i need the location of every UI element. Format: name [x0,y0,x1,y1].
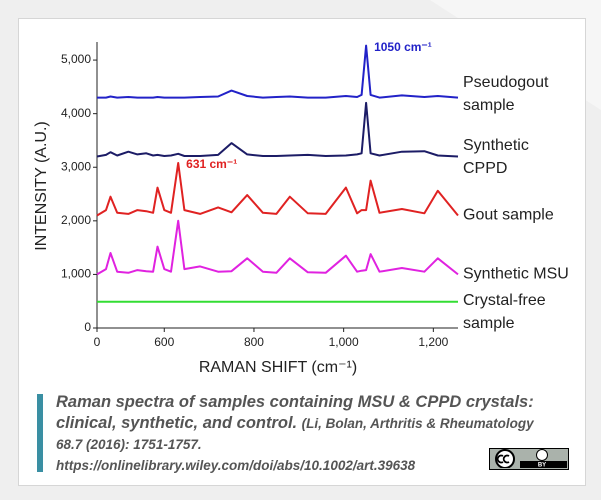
cc-circle [495,449,515,468]
series-line [97,44,459,99]
annotation: 1050 cm⁻¹ [374,40,432,54]
y-tick-label: 2,000 [61,213,91,227]
series-line [96,219,459,276]
caption: Raman spectra of samples containing MSU … [56,392,556,476]
y-tick-label: 4,000 [61,106,91,120]
y-tick-label: 5,000 [61,52,91,66]
x-tick-label: 0 [94,335,101,349]
series-line [96,101,459,158]
badge-strip [520,461,567,468]
y-axis-label: INTENSITY (A.U.) [33,121,50,251]
x-tick-label: 1,000 [329,335,359,349]
x-tick-label: 800 [244,335,264,349]
annotation: 631 cm⁻¹ [186,157,237,171]
legend-entry: Synthetic MSU [463,265,569,283]
x-axis-label: RAMAN SHIFT (cm⁻¹) [199,359,357,376]
by-circle [536,449,548,461]
x-tick-label: 600 [154,335,174,349]
caption-citation: (Li, Bolan, Arthritis & Rheumatology 68.… [56,416,534,473]
y-tick-label: 3,000 [61,159,91,173]
y-tick-label: 1,000 [61,267,91,281]
y-tick-label: 0 [84,320,91,334]
legend-entry: Pseudogout sample [463,73,549,114]
badge-label: BY [538,463,546,468]
cc-icons: BY [490,449,567,468]
legend-entry: Crystal-free sample [463,291,546,332]
cc-glyph [496,454,510,464]
x-tick-label: 1,200 [418,335,448,349]
caption-title: Raman spectra of samples containing MSU … [56,393,534,432]
accent-bar [37,394,43,472]
series-line [96,162,459,217]
legend-entry: Synthetic CPPD [463,136,529,177]
legend-entry: Gout sample [463,206,554,224]
cc-badge: BY [489,448,569,470]
